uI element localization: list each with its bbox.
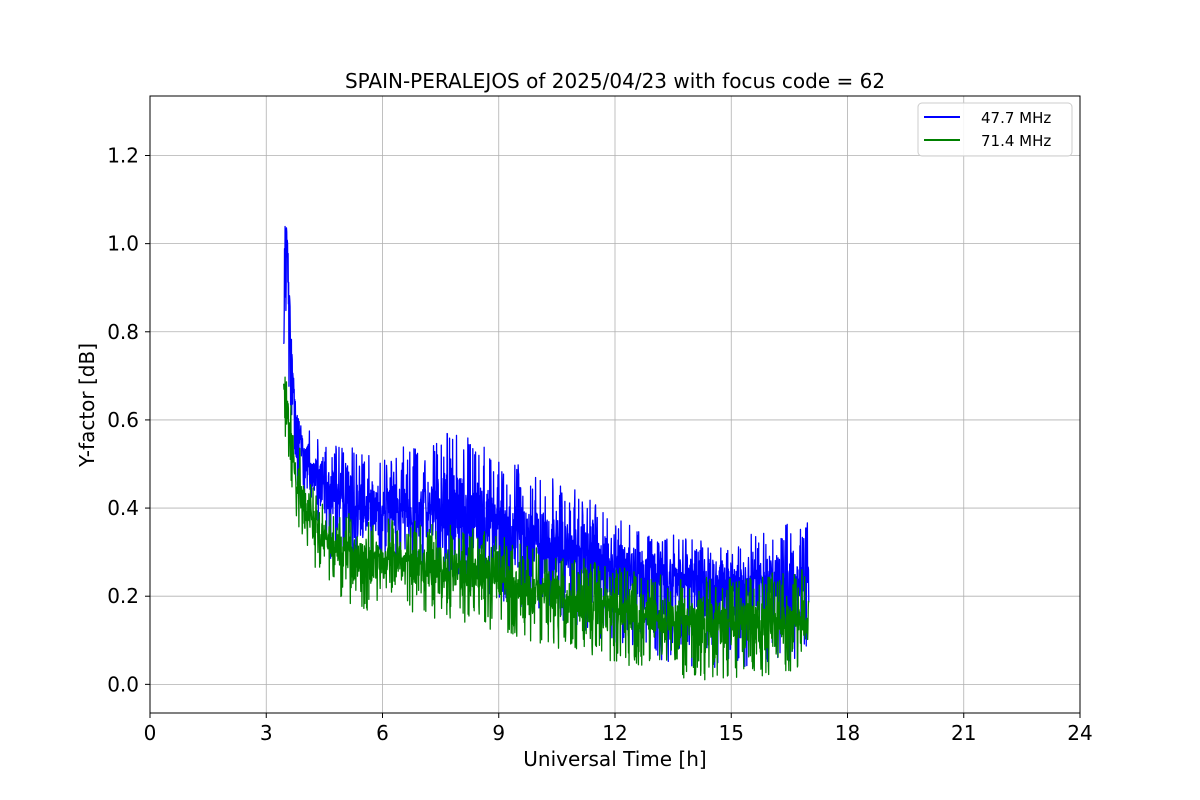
x-tick-label: 12 [602,721,627,745]
ticks: 0 3 6 9 12 15 18 21 24 0.0 0.2 0.4 0.6 0.8 1.0 1.2 [107,143,1093,745]
chart-title: SPAIN-PERALEJOS of 2025/04/23 with focus… [345,69,885,93]
y-tick-label: 0.2 [107,584,139,608]
x-tick-label: 0 [144,721,157,745]
y-tick-label: 1.0 [107,232,139,256]
series-line-71-4-mhz [283,376,810,681]
y-tick-label: 0.8 [107,320,139,344]
y-tick-label: 0.0 [107,672,139,696]
series-layer [283,225,810,681]
y-tick-label: 1.2 [107,143,139,167]
y-tick-label: 0.4 [107,496,139,520]
legend: 47.7 MHz 71.4 MHz [917,102,1073,157]
legend-label-71-4: 71.4 MHz [981,132,1051,150]
x-tick-label: 15 [719,721,744,745]
x-tick-label: 3 [260,721,273,745]
x-tick-label: 24 [1067,721,1092,745]
x-axis-label: Universal Time [h] [523,747,706,771]
x-tick-label: 9 [492,721,505,745]
y-axis-label: Y-factor [dB] [75,343,99,468]
y-tick-label: 0.6 [107,408,139,432]
legend-label-47-7: 47.7 MHz [981,109,1051,127]
x-tick-label: 18 [835,721,860,745]
x-tick-label: 6 [376,721,389,745]
x-tick-label: 21 [951,721,976,745]
